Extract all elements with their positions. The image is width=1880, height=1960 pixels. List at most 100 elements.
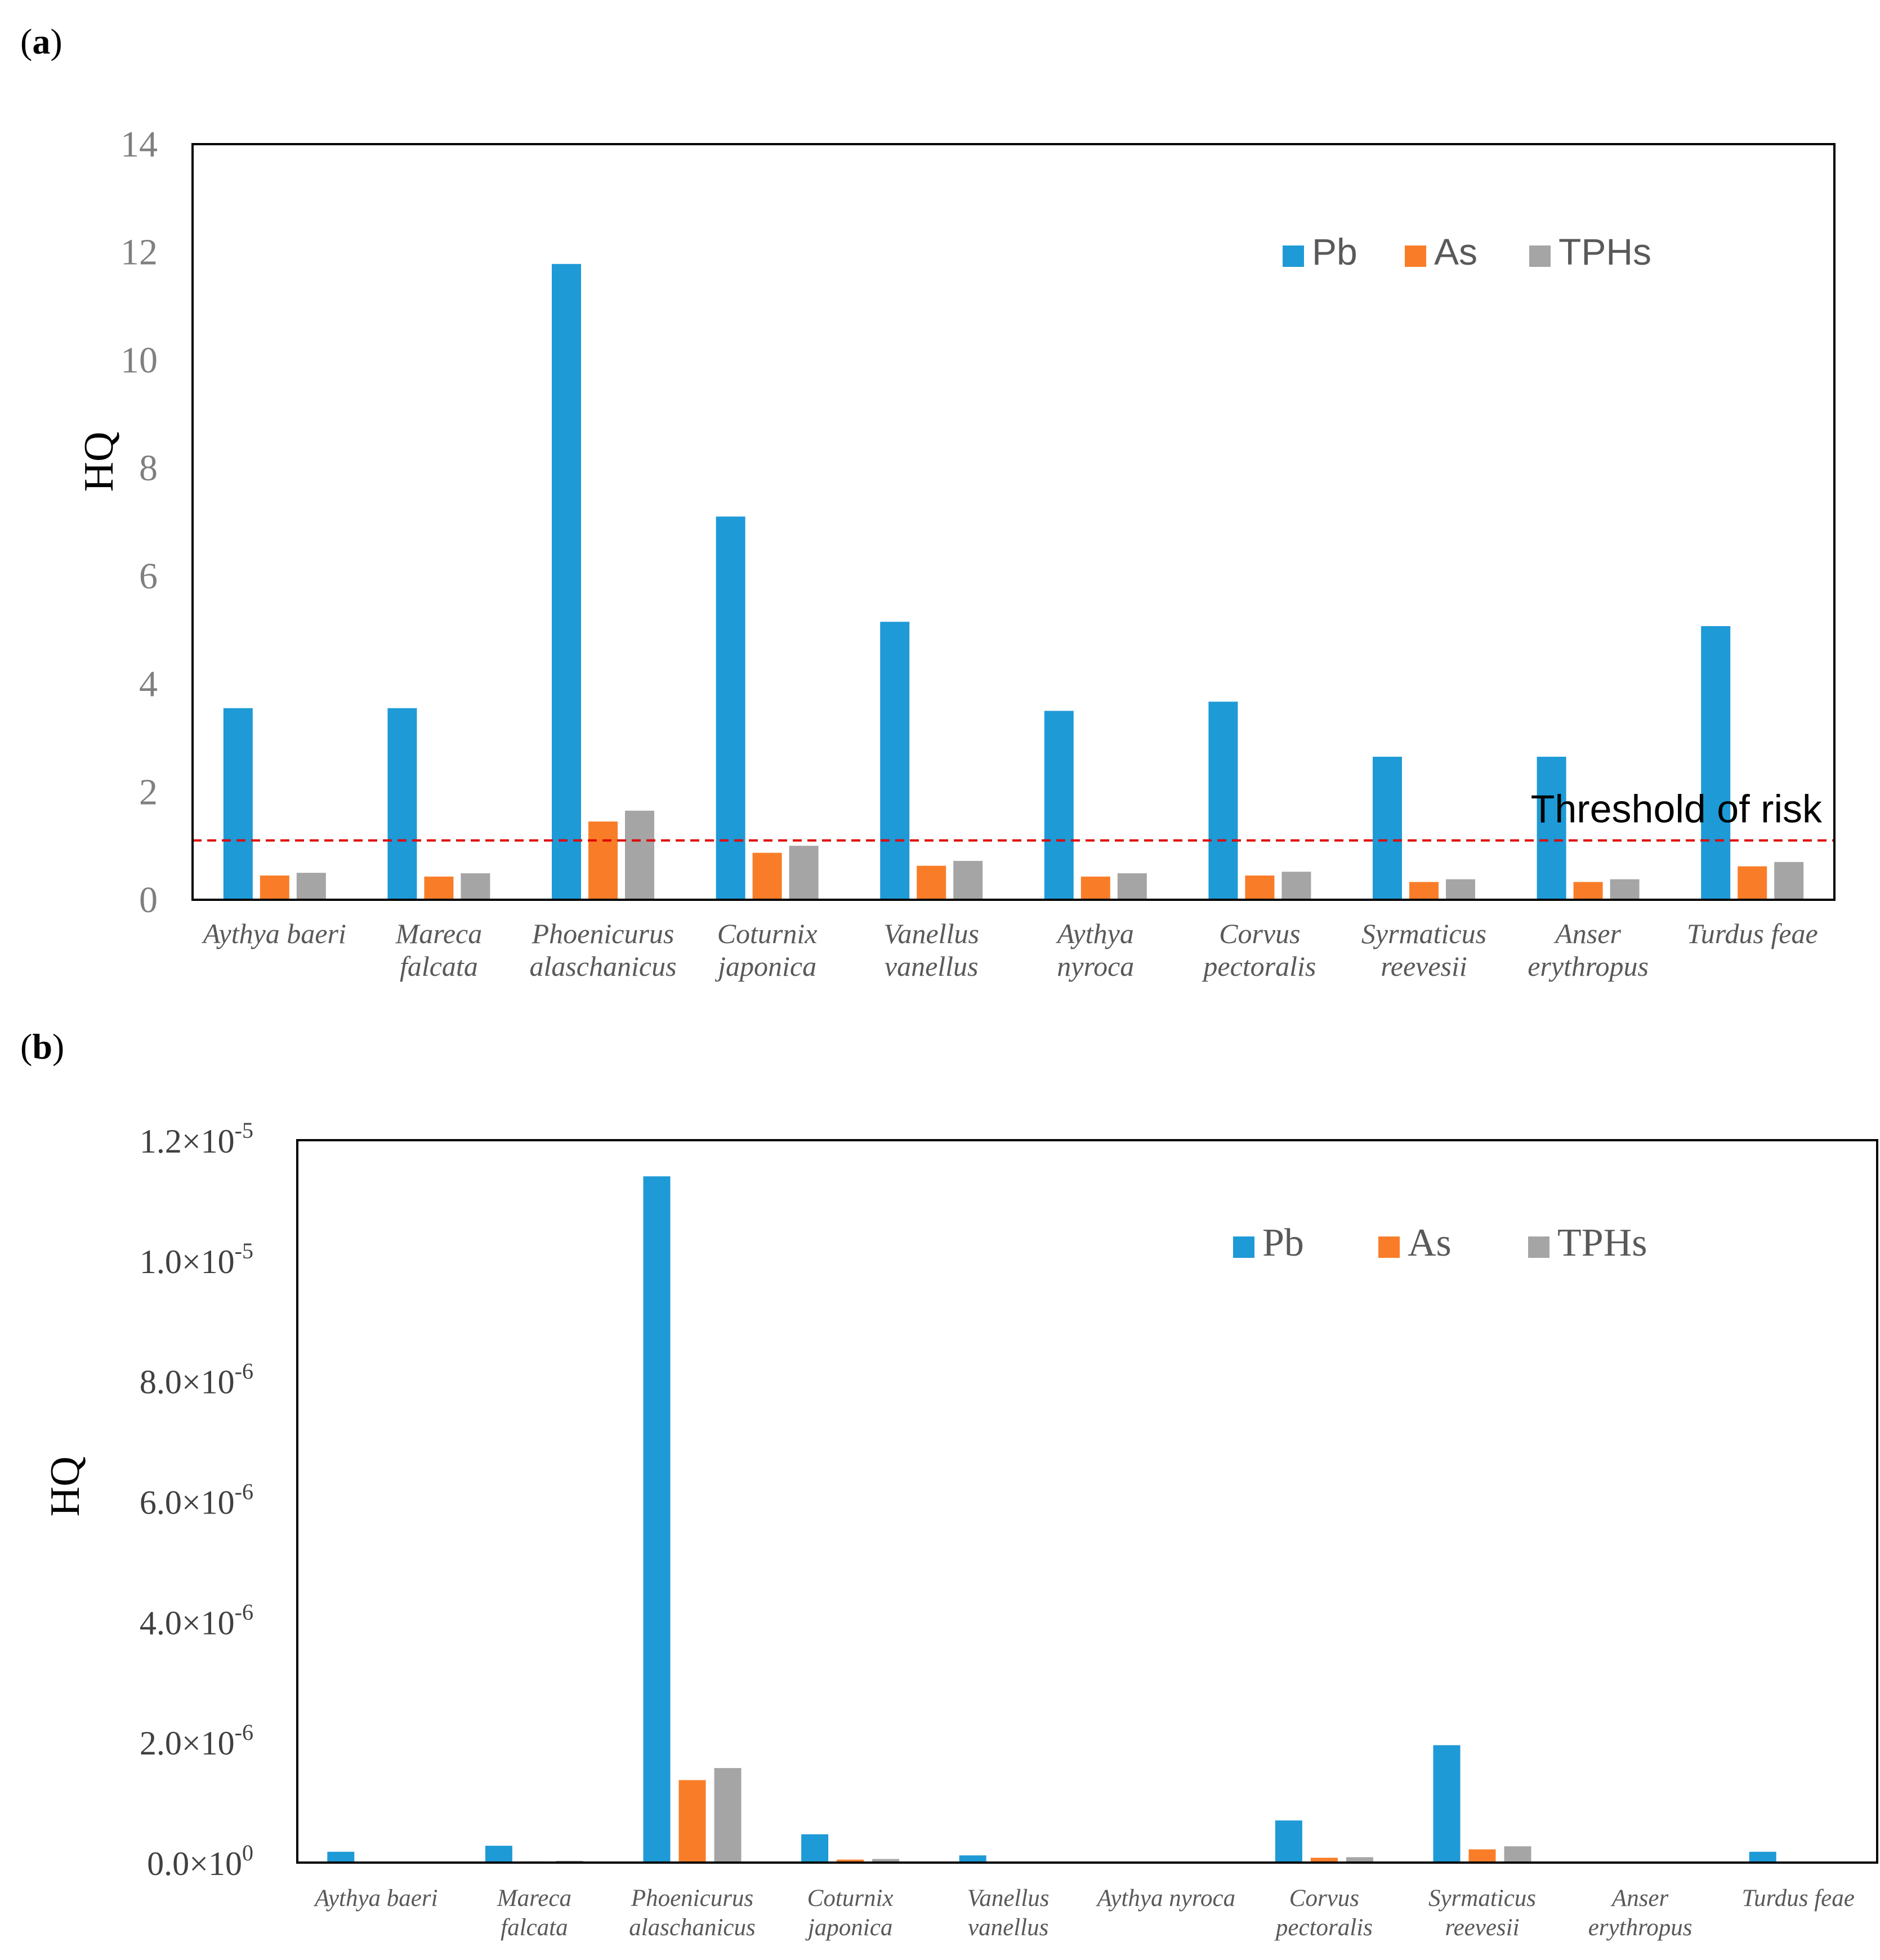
a-threshold-label: Threshold of risk: [1531, 787, 1823, 831]
b-category-label: vanellus: [968, 1914, 1048, 1941]
b-category-label: Syrmaticus: [1428, 1885, 1536, 1912]
b-category-label: Aythya nyroca: [1096, 1885, 1236, 1912]
b-y-tick-label: 0.0×100: [147, 1840, 253, 1882]
a-category-label: japonica: [715, 950, 816, 982]
a-y-tick-label: 0: [139, 879, 158, 921]
a-y-tick-label: 12: [120, 232, 158, 273]
a-bar-as-vanellus-vanellus: [917, 865, 946, 900]
a-bar-tphs-vanellus-vanellus: [953, 861, 983, 900]
b-bar-as-corvus-pectoralis: [1310, 1858, 1338, 1863]
b-legend-label-pb: Pb: [1262, 1221, 1304, 1265]
a-bar-as-phoenicurus-alaschanicus: [588, 821, 618, 900]
b-y-tick-label: 1.0×10-5: [140, 1238, 253, 1280]
a-legend-swatch-pb: [1283, 245, 1304, 267]
a-bar-tphs-corvus-pectoralis: [1281, 872, 1311, 900]
b-category-label: Phoenicurus: [631, 1885, 753, 1912]
b-legend-label-as: As: [1408, 1221, 1452, 1265]
b-category-label: japonica: [805, 1914, 892, 1941]
a-bar-as-coturnix-japonica: [752, 852, 782, 900]
a-bar-tphs-aythya-baeri: [296, 873, 326, 900]
a-legend-label-pb: Pb: [1312, 231, 1357, 273]
b-category-label: alaschanicus: [629, 1914, 756, 1941]
panel-b-label: (b): [20, 1026, 64, 1066]
a-bar-tphs-turdus-feae: [1774, 861, 1804, 900]
b-y-tick-label: 8.0×10-6: [140, 1359, 253, 1401]
panel-a-chart: (a) HQ Threshold of risk 0 2 4 6 8 10 12 14 Ayt…: [20, 21, 1836, 982]
a-category-label: Aythya: [1056, 918, 1134, 949]
panel-b-y-axis-label: HQ: [42, 1457, 88, 1517]
a-category-label: erythropus: [1528, 950, 1649, 982]
a-bar-as-syrmaticus-reevesii: [1409, 882, 1439, 900]
panel-b-chart: (b) HQ 0.0×100 2.0×10-6 4.0×10-6 6.0×10-6 8.…: [20, 1026, 1878, 1941]
b-category-label: erythropus: [1588, 1914, 1693, 1941]
a-bar-tphs-mareca-falcata: [461, 873, 490, 900]
b-category-label: Aythya baeri: [313, 1885, 438, 1912]
b-bar-tphs-syrmaticus-reevesii: [1504, 1846, 1531, 1863]
b-category-label: pectoralis: [1274, 1914, 1373, 1941]
b-bar-as-phoenicurus-alaschanicus: [678, 1780, 706, 1863]
a-category-label: pectoralis: [1202, 950, 1316, 982]
a-bar-as-aythya-baeri: [260, 875, 289, 900]
b-category-label: Turdus feae: [1742, 1885, 1855, 1912]
b-bar-tphs-phoenicurus-alaschanicus: [714, 1768, 742, 1863]
a-y-tick-label: 6: [139, 556, 158, 597]
b-bar-tphs-coturnix-japonica: [872, 1859, 900, 1863]
b-legend-swatch-pb: [1233, 1236, 1254, 1258]
a-y-tick-label: 2: [139, 771, 158, 812]
a-bar-pb-corvus-pectoralis: [1208, 702, 1238, 900]
a-bar-pb-phoenicurus-alaschanicus: [552, 264, 581, 900]
a-bar-pb-aythya-nyroca: [1044, 711, 1074, 900]
a-y-tick-label: 4: [139, 664, 158, 705]
b-category-label: Corvus: [1289, 1885, 1359, 1912]
a-category-label: Syrmaticus: [1361, 918, 1486, 949]
panel-a-label: (a): [20, 21, 62, 61]
a-legend-swatch-as: [1405, 245, 1426, 267]
a-category-label: vanellus: [885, 950, 979, 982]
a-bar-pb-vanellus-vanellus: [880, 622, 910, 900]
b-category-label: Anser: [1610, 1885, 1669, 1912]
b-category-label: Coturnix: [807, 1885, 894, 1912]
b-y-tick-label: 2.0×10-6: [140, 1720, 253, 1762]
a-category-label: Phoenicurus: [532, 918, 675, 949]
panel-a-plot-frame: [191, 143, 1836, 901]
a-bar-tphs-anser-erythropus: [1610, 879, 1640, 900]
b-category-label: falcata: [501, 1914, 568, 1941]
a-bar-tphs-phoenicurus-alaschanicus: [625, 810, 654, 900]
a-category-label: alaschanicus: [529, 950, 676, 982]
a-bar-pb-mareca-falcata: [387, 708, 417, 900]
a-bar-as-turdus-feae: [1738, 866, 1767, 900]
b-bar-tphs-corvus-pectoralis: [1346, 1857, 1373, 1863]
b-legend-swatch-tphs: [1528, 1236, 1549, 1258]
b-category-label: Mareca: [497, 1885, 571, 1912]
panel-b-plot-frame: [296, 1139, 1878, 1864]
a-legend-swatch-tphs: [1529, 245, 1551, 267]
b-bar-pb-corvus-pectoralis: [1275, 1820, 1302, 1863]
b-category-label: reevesii: [1445, 1914, 1519, 1941]
b-bar-pb-turdus-feae: [1749, 1851, 1776, 1863]
b-y-tick-label: 4.0×10-6: [140, 1599, 253, 1641]
a-bar-tphs-aythya-nyroca: [1117, 873, 1147, 900]
a-bar-tphs-coturnix-japonica: [789, 846, 819, 900]
a-bar-pb-syrmaticus-reevesii: [1373, 757, 1402, 900]
b-y-tick-label: 1.2×10-5: [140, 1118, 253, 1160]
b-bar-pb-syrmaticus-reevesii: [1433, 1745, 1461, 1863]
a-category-label: Coturnix: [717, 918, 818, 949]
a-category-label: reevesii: [1381, 950, 1467, 982]
a-bar-as-anser-erythropus: [1573, 882, 1603, 900]
a-bar-tphs-syrmaticus-reevesii: [1446, 879, 1475, 900]
a-y-tick-label: 8: [139, 448, 158, 489]
a-category-label: Corvus: [1219, 918, 1300, 949]
a-bar-as-mareca-falcata: [424, 876, 454, 900]
a-category-label: nyroca: [1057, 950, 1134, 982]
b-bar-pb-vanellus-vanellus: [959, 1855, 986, 1863]
b-bar-as-syrmaticus-reevesii: [1468, 1849, 1496, 1863]
b-legend-label-tphs: TPHs: [1557, 1221, 1647, 1265]
a-bar-as-aythya-nyroca: [1080, 876, 1110, 900]
a-category-label: Turdus feae: [1687, 918, 1818, 949]
a-bar-pb-aythya-baeri: [223, 708, 253, 900]
b-bar-pb-coturnix-japonica: [801, 1834, 829, 1863]
a-category-label: Vanellus: [883, 918, 979, 949]
a-category-label: Anser: [1553, 918, 1621, 949]
b-legend-swatch-as: [1378, 1236, 1400, 1258]
